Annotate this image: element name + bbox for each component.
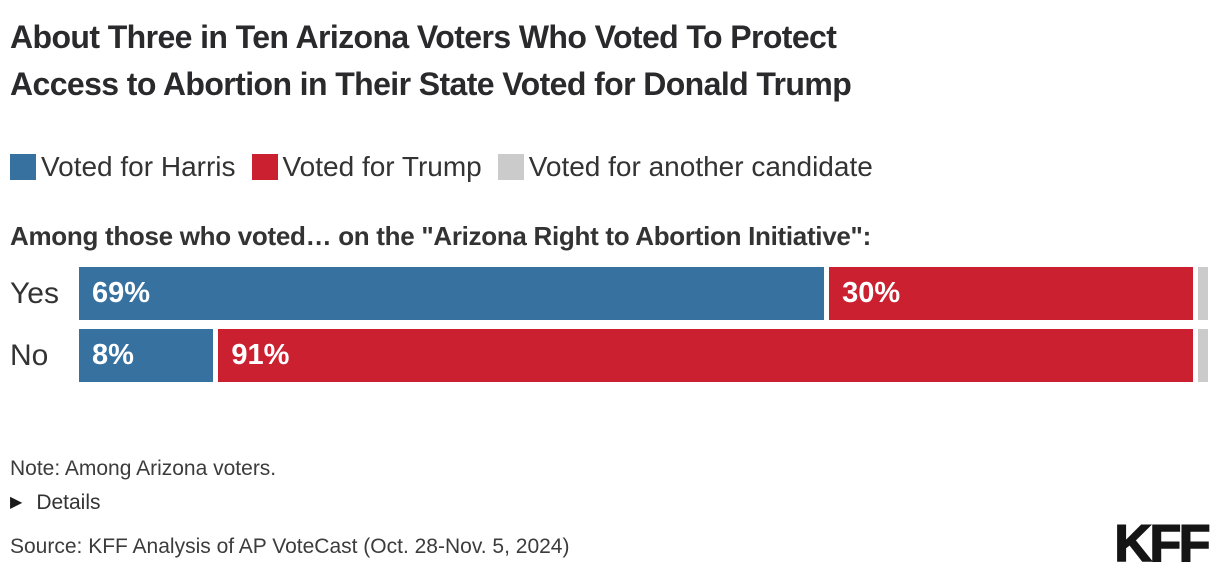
legend-item: Voted for another candidate	[497, 151, 873, 183]
source-text: Source: KFF Analysis of AP VoteCast (Oct…	[10, 535, 570, 558]
legend-label: Voted for Trump	[282, 151, 482, 182]
legend-label: Voted for Harris	[41, 151, 236, 182]
bar-row-no: No 8% 91%	[10, 329, 1208, 382]
bar-segment: 8%	[79, 329, 214, 382]
chart-title: About Three in Ten Arizona Voters Who Vo…	[10, 14, 1130, 108]
blue-square-swatch	[10, 154, 36, 180]
chart-title-line2: Access to Abortion in Their State Voted …	[10, 66, 852, 102]
kff-logo: KFF	[1114, 514, 1212, 574]
bar-track: 8% 91%	[79, 329, 1208, 382]
details-label: Details	[36, 491, 101, 514]
category-label: No	[10, 338, 49, 372]
bar-value-label: 30%	[842, 277, 901, 309]
legend-item: Voted for Harris	[10, 151, 236, 183]
note-text: Note: Among Arizona voters.	[10, 457, 277, 480]
bar-value-label: 8%	[92, 339, 134, 371]
category-label: Yes	[10, 276, 59, 310]
bar-value-label: 69%	[92, 277, 151, 309]
red-square-swatch	[251, 154, 278, 180]
bar-segment	[1198, 329, 1208, 382]
legend-item: Voted for Trump	[251, 151, 482, 183]
legend-label: Voted for another candidate	[528, 151, 873, 182]
chart-title-line1: About Three in Ten Arizona Voters Who Vo…	[10, 19, 837, 55]
legend: Voted for Harris Voted for Trump Voted for…	[10, 151, 889, 183]
bar-value-label: 91%	[231, 339, 290, 371]
stacked-bar-chart: Yes 69% 30% No 8% 91%	[10, 267, 1208, 391]
details-toggle[interactable]: ▶ Details	[10, 491, 101, 515]
bar-segment	[1198, 267, 1208, 320]
triangle-right-icon: ▶	[10, 494, 23, 511]
bar-segment: 91%	[218, 329, 1194, 382]
bar-track: 69% 30%	[79, 267, 1208, 320]
gray-square-swatch	[497, 154, 524, 180]
bar-segment: 30%	[829, 267, 1194, 320]
bar-segment: 69%	[79, 267, 825, 320]
chart-subtitle: Among those who voted… on the "Arizona R…	[10, 221, 871, 251]
bar-row-yes: Yes 69% 30%	[10, 267, 1208, 320]
